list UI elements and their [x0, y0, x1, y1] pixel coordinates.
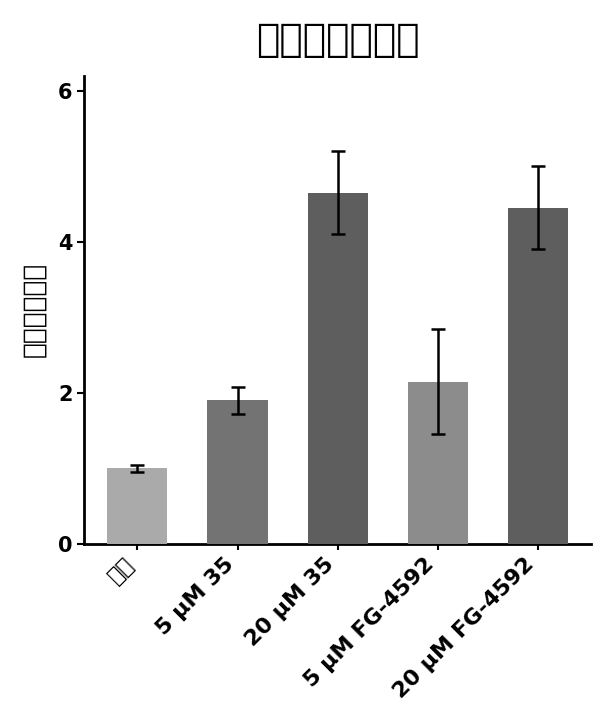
Bar	[207, 401, 267, 544]
Bar	[308, 193, 368, 544]
Bar	[107, 469, 168, 544]
Bar	[508, 208, 568, 544]
Bar	[408, 382, 468, 544]
Title: 促红细胞生成素: 促红细胞生成素	[256, 21, 419, 59]
Y-axis label: 相对提升倍数: 相对提升倍数	[21, 262, 47, 357]
